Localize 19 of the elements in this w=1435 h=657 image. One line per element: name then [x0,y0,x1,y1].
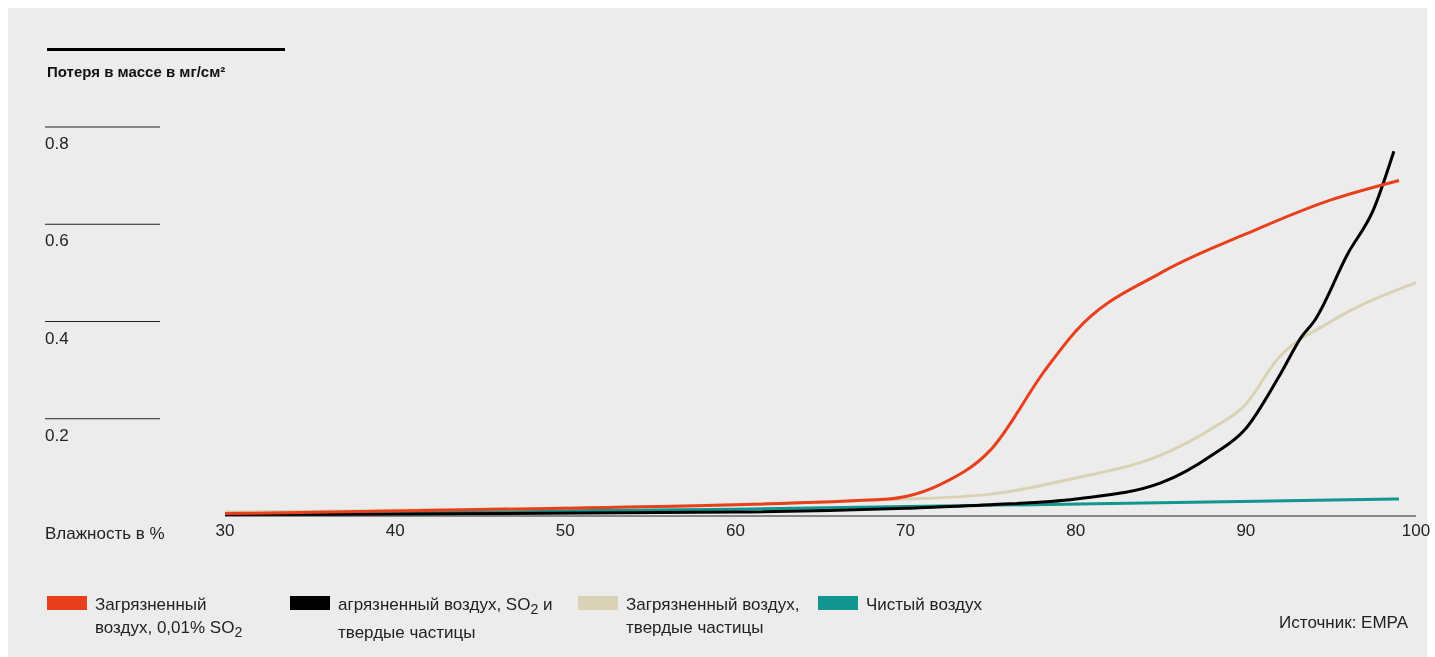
y-tick-label: 0.2 [45,425,69,445]
y-tick-label: 0.6 [45,231,69,251]
x-tick-label: 100 [1401,521,1431,541]
x-tick-label: 60 [725,521,745,541]
x-tick-label: 80 [1066,521,1086,541]
legend-label: Загрязненный воздух, твердые частицы [626,594,801,639]
x-tick-label: 30 [215,521,235,541]
chart-title: Потеря в массе в мг/см² [47,48,285,80]
legend-label: Загрязненный воздух, 0,01% SO$_{2}$ [95,594,244,643]
y-tick-label: 0.8 [45,134,69,153]
x-tick-label: 50 [555,521,575,541]
x-tick-label: 70 [896,521,916,541]
x-tick-label: 40 [385,521,405,541]
x-tick-label: 90 [1236,521,1256,541]
y-tick-label: 0.4 [45,328,69,348]
x-axis-title: Влажность в % [45,523,165,545]
text: Источник: EMPA [1279,613,1408,633]
text: агрязненный воздух, SO$_{2}$ и твердые частицы [338,595,553,643]
legend-label: Чистый воздух [866,594,983,616]
